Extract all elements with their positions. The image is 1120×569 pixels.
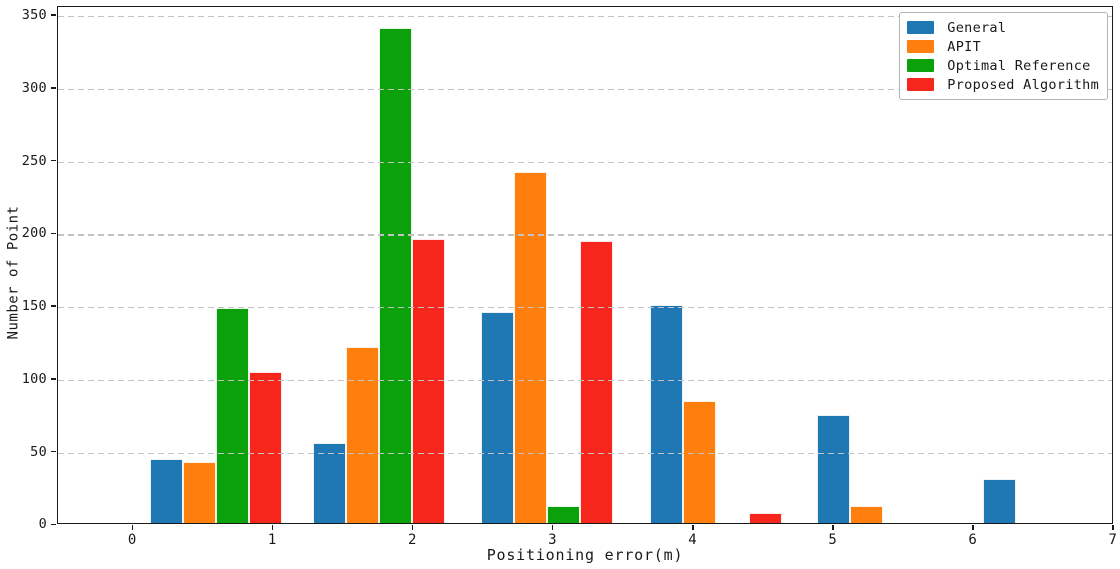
y-tick-mark <box>51 450 56 453</box>
x-tick-label: 6 <box>968 532 978 548</box>
y-tick-label: 350 <box>21 7 47 24</box>
bar-apit-group1 <box>183 461 217 523</box>
legend-label: Proposed Algorithm <box>947 76 1099 93</box>
bar-apit-group2 <box>345 346 379 523</box>
y-tick-mark <box>51 232 56 235</box>
y-tick-label: 150 <box>21 298 47 315</box>
gridline-y-300 <box>58 88 1112 91</box>
y-tick-label: 100 <box>21 370 47 387</box>
y-tick-label: 250 <box>21 152 47 169</box>
x-tick-label: 3 <box>548 532 558 548</box>
bar-apit-group3 <box>513 172 547 523</box>
gridline-y-200 <box>58 234 1112 236</box>
legend-swatch <box>907 21 935 34</box>
x-tick-mark <box>972 525 974 530</box>
x-tick-label: 1 <box>267 532 277 548</box>
x-tick-label: 0 <box>127 532 137 548</box>
legend-label: General <box>947 19 1007 36</box>
bar-optimal-reference-group1 <box>216 307 250 523</box>
bar-general-group4 <box>650 304 684 523</box>
y-tick-mark <box>51 87 56 89</box>
y-tick-label: 300 <box>21 79 47 96</box>
legend-item-general: General <box>907 18 1099 37</box>
y-tick-mark <box>51 14 56 16</box>
bar-apit-group5 <box>849 505 883 523</box>
gridline-y-100 <box>58 379 1112 382</box>
legend-item-proposed-algorithm: Proposed Algorithm <box>907 75 1099 94</box>
x-tick-mark <box>692 525 694 530</box>
bar-proposed-algorithm-group3 <box>579 240 613 523</box>
y-tick-label: 50 <box>30 443 47 460</box>
x-tick-label: 2 <box>408 532 417 548</box>
bar-general-group6 <box>983 479 1017 523</box>
x-tick-mark <box>131 525 134 530</box>
x-tick-mark <box>1112 525 1114 530</box>
bar-apit-group4 <box>683 400 717 523</box>
legend-item-optimal-reference: Optimal Reference <box>907 56 1099 75</box>
bar-general-group3 <box>480 312 514 523</box>
gridline-y-150 <box>58 307 1112 309</box>
legend-label: APIT <box>947 38 982 55</box>
gridline-y-250 <box>58 161 1112 163</box>
bar-proposed-algorithm-group4 <box>749 512 783 523</box>
bar-proposed-algorithm-group1 <box>249 371 283 523</box>
bar-general-group5 <box>816 415 850 523</box>
legend-label: Optimal Reference <box>947 57 1091 74</box>
y-tick-label: 0 <box>38 516 47 533</box>
y-tick-mark <box>51 378 56 380</box>
y-tick-label: 200 <box>21 225 47 242</box>
bar-general-group2 <box>312 443 346 523</box>
bar-proposed-algorithm-group2 <box>411 239 445 523</box>
x-tick-label: 7 <box>1108 532 1118 548</box>
y-tick-mark <box>51 305 56 307</box>
bar-optimal-reference-group3 <box>546 505 580 523</box>
bar-general-group1 <box>150 459 184 523</box>
y-tick-mark <box>51 159 56 162</box>
x-tick-mark <box>551 525 554 530</box>
x-tick-mark <box>271 525 274 530</box>
y-tick-mark <box>51 523 56 526</box>
gridline-y-50 <box>58 452 1112 454</box>
x-tick-mark <box>411 525 414 530</box>
legend-item-apit: APIT <box>907 37 1099 56</box>
y-axis-label: Number of Point <box>5 205 22 340</box>
legend-swatch <box>907 78 935 91</box>
x-tick-label: 4 <box>688 532 698 548</box>
x-tick-mark <box>832 525 834 530</box>
legend-swatch <box>907 40 935 53</box>
x-axis-label: Positioning error(m) <box>486 546 684 564</box>
plot-area: General APIT Optimal Reference Proposed Alg… <box>57 6 1113 524</box>
bar-optimal-reference-group2 <box>378 28 412 523</box>
legend: General APIT Optimal Reference Proposed Alg… <box>899 12 1108 100</box>
x-tick-label: 5 <box>828 532 838 548</box>
gridline-y-350 <box>58 16 1112 18</box>
legend-swatch <box>907 59 935 72</box>
